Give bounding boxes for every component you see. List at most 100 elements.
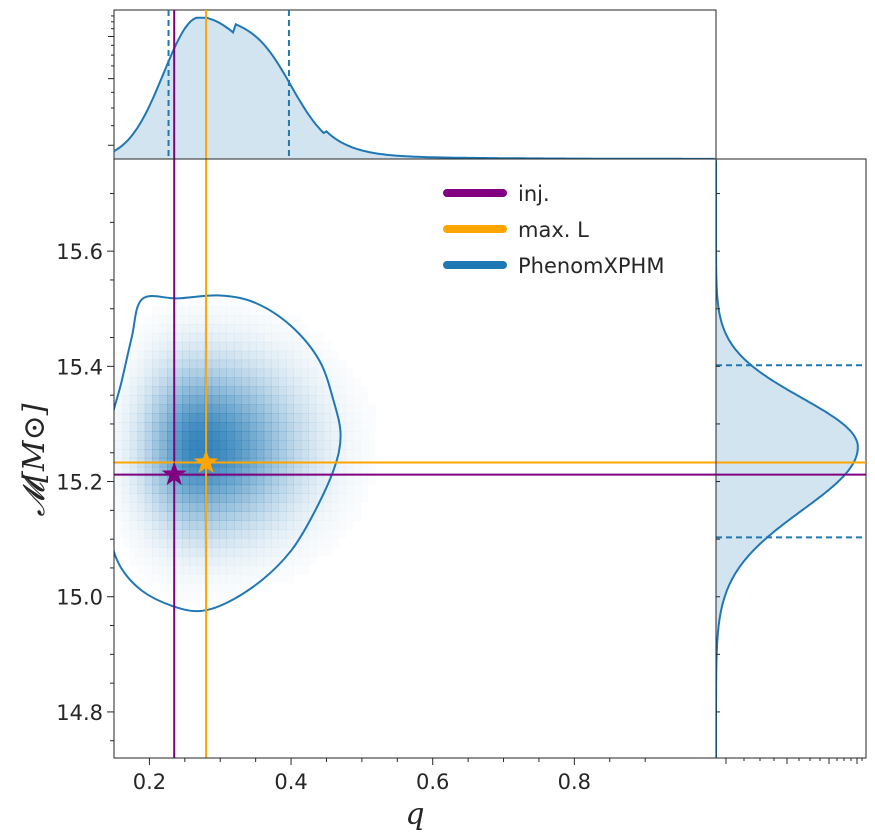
histogram-cell bbox=[122, 520, 131, 530]
histogram-cell bbox=[189, 574, 198, 584]
histogram-cell bbox=[167, 529, 175, 539]
y-tick-label: 15.0 bbox=[56, 586, 103, 610]
histogram-cell bbox=[308, 413, 317, 423]
histogram-cell bbox=[167, 520, 175, 530]
histogram-cell bbox=[271, 520, 279, 530]
histogram-cell bbox=[159, 502, 168, 512]
histogram-cell bbox=[204, 538, 213, 548]
histogram-cell bbox=[100, 413, 108, 422]
histogram-cell bbox=[241, 484, 250, 494]
histogram-cell bbox=[189, 493, 198, 503]
histogram-cell bbox=[263, 502, 272, 512]
histogram-cell bbox=[137, 395, 146, 405]
histogram-cell bbox=[256, 556, 265, 566]
histogram-cell bbox=[174, 413, 183, 423]
histogram-cell bbox=[330, 484, 339, 494]
histogram-cell bbox=[137, 359, 146, 369]
histogram-cell bbox=[226, 359, 235, 369]
histogram-cell bbox=[286, 493, 294, 503]
histogram-cell bbox=[286, 422, 294, 432]
histogram-cell bbox=[338, 360, 346, 369]
histogram-cell bbox=[152, 332, 160, 343]
histogram-cell bbox=[226, 484, 235, 494]
histogram-cell bbox=[212, 592, 220, 601]
histogram-cell bbox=[182, 315, 190, 325]
histogram-cell bbox=[234, 538, 242, 548]
histogram-cell bbox=[196, 341, 205, 352]
histogram-cell bbox=[137, 386, 146, 396]
histogram-cell bbox=[174, 493, 183, 503]
histogram-cell bbox=[315, 404, 324, 414]
histogram-cell bbox=[330, 493, 339, 503]
histogram-cell bbox=[137, 475, 146, 486]
histogram-cell bbox=[219, 493, 227, 503]
histogram-cell bbox=[211, 377, 220, 387]
histogram-cell bbox=[182, 350, 190, 361]
histogram-cell bbox=[330, 502, 339, 512]
histogram-cell bbox=[160, 315, 168, 324]
histogram-cell bbox=[167, 404, 175, 414]
histogram-cell bbox=[204, 475, 213, 486]
histogram-cell bbox=[353, 449, 361, 459]
histogram-cell bbox=[249, 574, 257, 583]
histogram-cell bbox=[234, 395, 242, 405]
histogram-cell bbox=[167, 493, 175, 503]
histogram-cell bbox=[234, 306, 242, 315]
histogram-cell bbox=[204, 404, 213, 414]
histogram-cell bbox=[152, 502, 160, 512]
histogram-cell bbox=[137, 324, 145, 333]
histogram-cell bbox=[137, 449, 146, 459]
histogram-cell bbox=[115, 449, 123, 459]
histogram-cell bbox=[248, 520, 257, 530]
histogram-cell bbox=[159, 422, 168, 432]
histogram-cell bbox=[301, 484, 309, 494]
histogram-cell bbox=[263, 484, 272, 494]
histogram-cell bbox=[286, 511, 294, 521]
histogram-cell bbox=[226, 350, 235, 361]
histogram-cell bbox=[145, 556, 153, 565]
histogram-cell bbox=[293, 350, 302, 361]
x-tick-label: 0.4 bbox=[274, 770, 307, 794]
histogram-cell bbox=[219, 511, 227, 521]
histogram-cell bbox=[219, 297, 227, 306]
histogram-cell bbox=[294, 315, 302, 324]
histogram-cell bbox=[144, 511, 153, 521]
histogram-cell bbox=[248, 565, 257, 575]
histogram-cell bbox=[293, 404, 302, 414]
histogram-cell bbox=[263, 404, 272, 414]
histogram-cell bbox=[248, 386, 257, 396]
histogram-cell bbox=[263, 350, 272, 361]
histogram-cell bbox=[219, 556, 227, 566]
histogram-cell bbox=[323, 431, 332, 441]
x-tick-label: 0.6 bbox=[416, 770, 449, 794]
histogram-cell bbox=[271, 502, 279, 512]
histogram-cell bbox=[129, 475, 138, 486]
y-tick-label: 15.2 bbox=[56, 471, 103, 495]
histogram-cell bbox=[346, 494, 354, 503]
histogram-cell bbox=[144, 475, 153, 486]
histogram-cell bbox=[248, 341, 257, 352]
histogram-cell bbox=[196, 404, 205, 414]
histogram-cell bbox=[167, 368, 175, 378]
histogram-cell bbox=[129, 368, 138, 378]
histogram-cell bbox=[278, 511, 287, 521]
histogram-cell bbox=[301, 547, 309, 556]
histogram-cell bbox=[345, 484, 354, 494]
histogram-cell bbox=[152, 359, 160, 369]
histogram-cell bbox=[204, 502, 213, 512]
histogram-cell bbox=[174, 538, 183, 548]
histogram-cell bbox=[204, 520, 213, 530]
histogram-cell bbox=[330, 466, 339, 477]
histogram-cell bbox=[100, 422, 108, 431]
histogram-cell bbox=[152, 368, 160, 378]
histogram-cell bbox=[129, 350, 138, 361]
histogram-cell bbox=[241, 538, 250, 548]
histogram-cell bbox=[152, 466, 160, 477]
histogram-cell bbox=[189, 431, 198, 441]
histogram-cell bbox=[308, 386, 317, 396]
histogram-cell bbox=[226, 502, 235, 512]
histogram-cell bbox=[100, 440, 108, 449]
histogram-cell bbox=[144, 350, 153, 361]
histogram-cell bbox=[145, 574, 153, 583]
histogram-cell bbox=[263, 475, 272, 486]
